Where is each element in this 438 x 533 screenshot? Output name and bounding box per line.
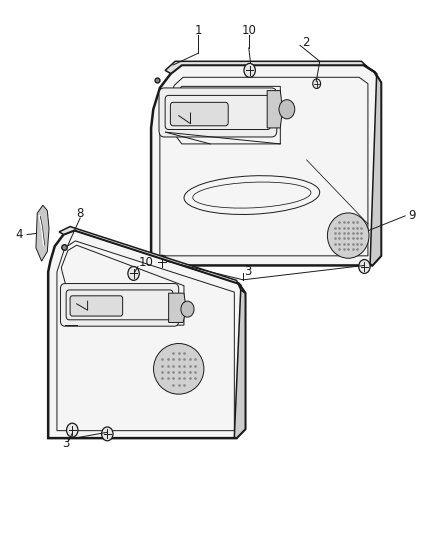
FancyBboxPatch shape: [170, 102, 228, 126]
FancyBboxPatch shape: [159, 88, 277, 137]
Polygon shape: [36, 205, 49, 261]
Text: 3: 3: [62, 437, 69, 450]
Ellipse shape: [153, 344, 204, 394]
Text: 10: 10: [138, 256, 153, 269]
Circle shape: [128, 266, 139, 280]
Circle shape: [67, 423, 78, 437]
Text: 9: 9: [408, 209, 416, 222]
Circle shape: [279, 100, 295, 119]
Circle shape: [359, 260, 370, 273]
Text: 10: 10: [241, 25, 256, 37]
Text: 4: 4: [15, 228, 23, 241]
Polygon shape: [151, 65, 381, 265]
Polygon shape: [234, 284, 245, 438]
Polygon shape: [169, 293, 186, 322]
Circle shape: [156, 255, 168, 269]
Circle shape: [313, 79, 321, 88]
Polygon shape: [370, 72, 381, 265]
Polygon shape: [165, 61, 374, 74]
Text: 3: 3: [245, 265, 252, 278]
FancyBboxPatch shape: [60, 284, 179, 326]
Polygon shape: [48, 230, 245, 438]
Circle shape: [102, 427, 113, 441]
Text: 8: 8: [77, 207, 84, 220]
Text: 1: 1: [194, 25, 202, 37]
Text: 2: 2: [302, 36, 310, 49]
Circle shape: [181, 301, 194, 317]
Polygon shape: [59, 227, 245, 293]
Circle shape: [244, 63, 255, 77]
Polygon shape: [267, 91, 283, 128]
FancyBboxPatch shape: [70, 296, 123, 316]
Ellipse shape: [328, 213, 369, 258]
